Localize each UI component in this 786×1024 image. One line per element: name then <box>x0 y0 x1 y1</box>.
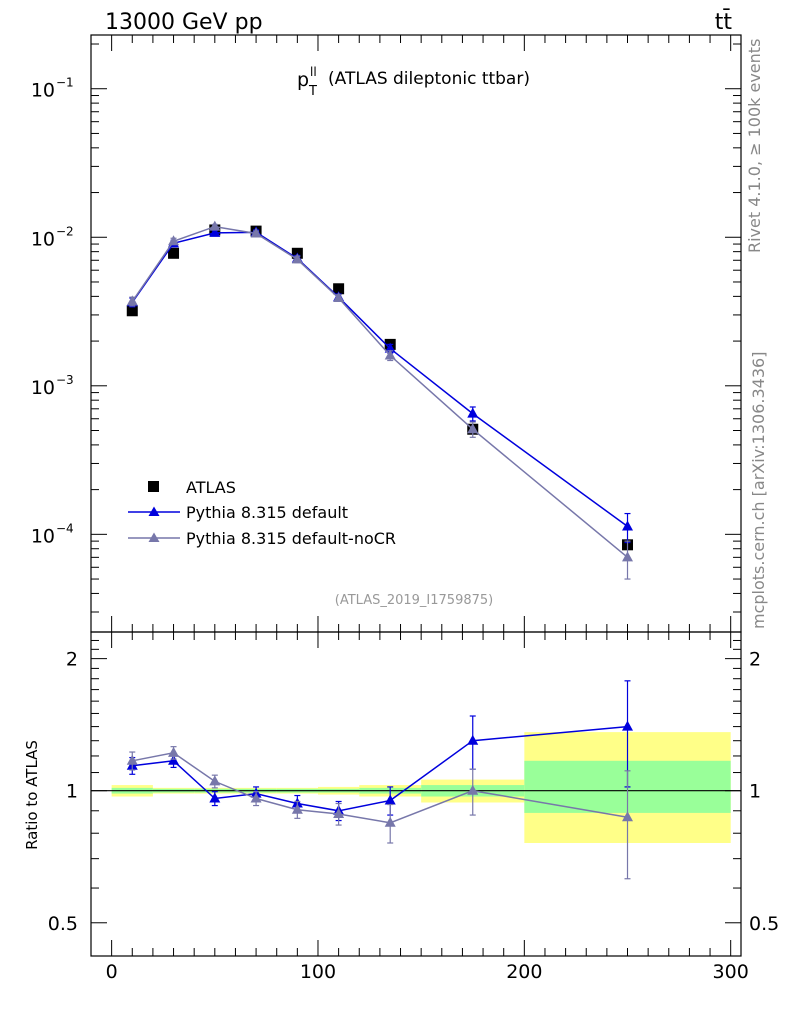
default-ratio-marker <box>168 754 180 765</box>
default-ratio-marker <box>622 720 634 731</box>
mcplots-label: mcplots.cern.ch [arXiv:1306.3436] <box>749 352 768 629</box>
legend-marker-atlas <box>148 481 159 492</box>
x-tick-label: 200 <box>506 961 542 983</box>
legend-marker-nocr <box>148 532 160 542</box>
x-tick-label: 0 <box>106 961 118 983</box>
ratio-y-label: Ratio to ATLAS <box>23 740 41 850</box>
y-tick-label-exponent: −1 <box>56 76 74 90</box>
main-panel: 10−110−210−310−4 p ll T (ATLAS dileptoni… <box>31 34 742 633</box>
y-tick-label: 10 <box>31 377 55 399</box>
plot-title-sub: T <box>308 84 317 99</box>
y-tick-label: 10 <box>31 525 55 547</box>
ratio-y-tick-label-right: 2 <box>749 649 761 671</box>
energy-label: 13000 GeV pp <box>105 10 263 35</box>
nocr-ratio-marker <box>126 754 138 765</box>
nocr-ratio-marker <box>250 792 262 803</box>
default-ratio-marker <box>209 792 221 803</box>
ratio-y-axis: 2 2 1 1 0.5 0.5 <box>48 639 779 935</box>
nocr-ratio-marker <box>333 807 345 818</box>
legend-marker-default <box>148 506 160 516</box>
y-tick-label: 10 <box>31 80 55 102</box>
y-tick-label-exponent: −2 <box>56 224 74 238</box>
nocr-marker <box>126 295 138 306</box>
plot-title-var: p <box>297 69 309 91</box>
nocr-ratio-marker <box>291 803 303 814</box>
atlas-data-point <box>333 283 345 295</box>
atlas-data-point <box>126 305 138 317</box>
ratio-y-tick-label-left: 2 <box>66 649 78 671</box>
nocr-marker <box>384 349 396 360</box>
nocr-marker <box>291 253 303 264</box>
ratio-y-tick-label-left: 0.5 <box>48 913 78 935</box>
rivet-version-label: Rivet 4.1.0, ≥ 100k events <box>745 39 764 253</box>
nocr-marker <box>333 292 345 303</box>
ratio-series <box>126 680 634 880</box>
legend-label-default: Pythia 8.315 default <box>186 503 348 522</box>
nocr-marker <box>622 551 634 562</box>
nocr-ratio-marker <box>384 816 396 827</box>
main-series <box>126 220 634 580</box>
process-label: tt̄ <box>715 9 733 35</box>
analysis-id: (ATLAS_2019_I1759875) <box>335 593 493 608</box>
legend-label-atlas: ATLAS <box>186 478 236 497</box>
plot-title-sup: ll <box>310 65 317 79</box>
ratio-y-tick-label-left: 1 <box>66 781 78 803</box>
nocr-ratio-marker <box>209 775 221 786</box>
atlas-data-point <box>168 247 180 259</box>
nocr-ratio-marker <box>622 811 634 822</box>
default-marker <box>622 520 634 531</box>
y-tick-label-exponent: −3 <box>56 373 74 387</box>
legend: ATLAS Pythia 8.315 default Pythia 8.315 … <box>128 478 396 548</box>
x-tick-label: 300 <box>713 961 749 983</box>
y-tick-label: 10 <box>31 228 55 250</box>
ratio-uncertainty-bands <box>111 732 731 843</box>
nocr-marker <box>209 220 221 231</box>
ratio-y-tick-label-right: 1 <box>749 781 761 803</box>
default-ratio-marker <box>384 794 396 805</box>
legend-label-nocr: Pythia 8.315 default-noCR <box>186 529 396 548</box>
ratio-panel: 2 2 1 1 0.5 0.5 0 100 200 300 Ratio to ATLAS <box>23 631 779 983</box>
default-marker <box>209 226 221 237</box>
x-tick-label: 100 <box>300 961 336 983</box>
nocr-marker <box>467 423 479 434</box>
main-x-ticks <box>111 35 732 632</box>
nocr-ratio-marker <box>467 784 479 795</box>
default-marker <box>384 342 396 353</box>
nocr-ratio-marker <box>168 746 180 757</box>
y-tick-label-exponent: −4 <box>56 521 74 535</box>
nocr-marker <box>168 235 180 246</box>
default-marker <box>467 407 479 418</box>
plot-title-desc: (ATLAS dileptonic ttbar) <box>328 69 530 89</box>
nocr-marker <box>250 227 262 238</box>
main-y-axis: 10−110−210−310−4 <box>31 43 741 613</box>
ratio-frame <box>90 631 742 957</box>
ratio-y-tick-label-right: 0.5 <box>749 913 779 935</box>
ratio-x-axis: 0 100 200 300 <box>106 632 749 983</box>
default-ratio-marker <box>467 734 479 745</box>
